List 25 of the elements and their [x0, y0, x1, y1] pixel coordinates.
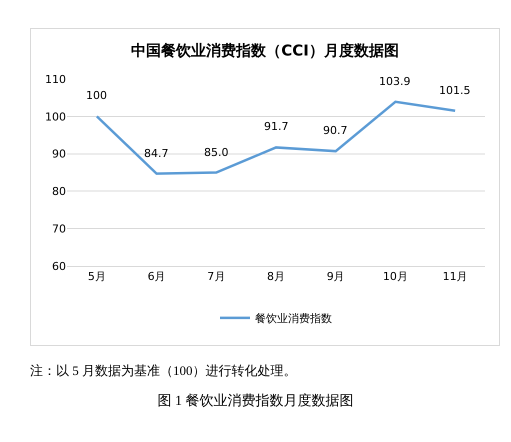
caption: 图 1 餐饮业消费指数月度数据图: [156, 392, 354, 410]
y-tick-label: 60: [52, 260, 66, 273]
line-series: [96, 100, 456, 175]
x-tick-label: 8月: [267, 270, 285, 284]
x-tick-label: 10月: [382, 270, 408, 284]
y-tick-label: 110: [45, 72, 66, 86]
data-label: 103.9: [379, 75, 410, 88]
y-tick-label: 100: [45, 110, 66, 124]
data-label: 85.0: [204, 146, 228, 159]
y-tick-label: 80: [52, 185, 66, 198]
x-tick-label: 11月: [442, 270, 468, 284]
y-tick-label: 90: [52, 148, 66, 161]
data-label: 90.7: [323, 124, 348, 137]
data-label: 100: [86, 89, 107, 102]
data-label: 91.7: [264, 120, 288, 133]
x-tick-label: 6月: [148, 270, 166, 284]
y-tick-label: 70: [52, 222, 66, 236]
x-tick-label: 5月: [88, 270, 106, 284]
data-label: 84.7: [144, 147, 168, 160]
data-label: 101.5: [439, 84, 470, 97]
legend-label: 餐饮业消费指数: [255, 312, 332, 326]
chart-title: 中国餐饮业消费指数（CCI）月度数据图: [131, 41, 399, 60]
text: 注：以 5 月数据为基准（100）进行转化处理。: [30, 362, 296, 380]
x-tick-label: 9月: [326, 270, 345, 284]
x-tick-label: 7月: [207, 270, 226, 284]
